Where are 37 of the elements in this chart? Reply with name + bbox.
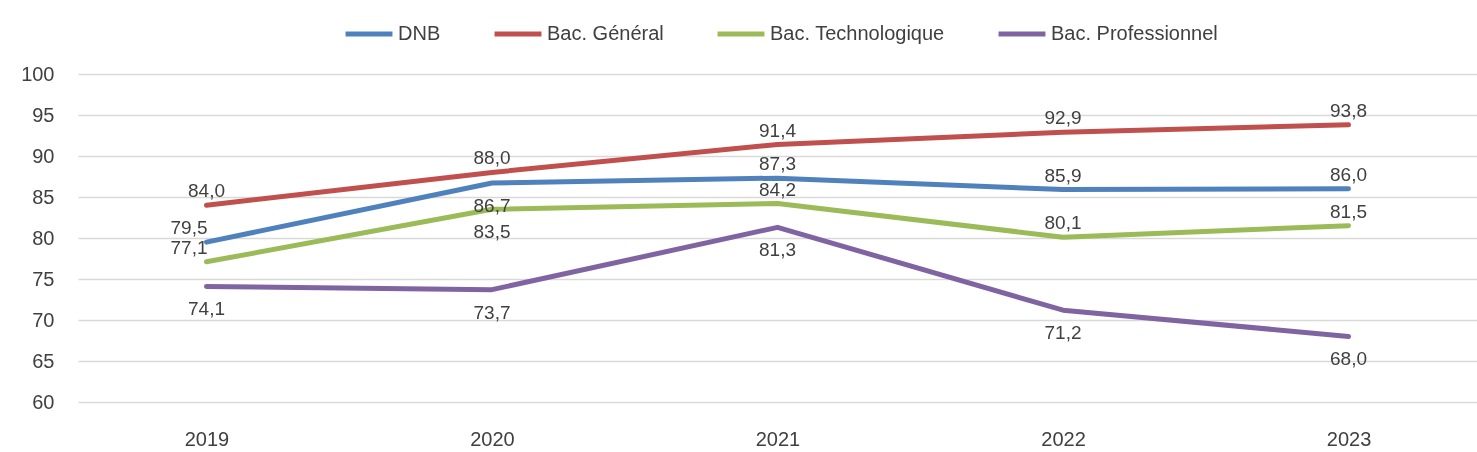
- data-label: 68,0: [1330, 348, 1368, 370]
- y-tick-label: 95: [32, 103, 55, 126]
- data-label: 84,0: [187, 180, 225, 202]
- data-label: 73,7: [473, 301, 511, 323]
- data-label: 81,5: [1330, 200, 1368, 222]
- legend-label: DNB: [398, 22, 441, 44]
- data-label: 86,0: [1330, 163, 1368, 185]
- x-tick-label: 2023: [1326, 427, 1372, 450]
- data-label: 88,0: [473, 147, 511, 169]
- x-tick-label: 2021: [755, 427, 801, 450]
- y-tick-label: 85: [32, 185, 55, 208]
- data-label: 80,1: [1044, 212, 1082, 234]
- x-tick-label: 2019: [184, 427, 230, 450]
- y-tick-label: 60: [32, 390, 55, 413]
- legend-label: Bac. Général: [547, 22, 664, 44]
- legend-label: Bac. Technologique: [770, 22, 945, 44]
- data-label: 84,2: [759, 178, 796, 200]
- y-tick-label: 90: [32, 144, 55, 167]
- x-tick-label: 2020: [470, 427, 515, 450]
- legend-label: Bac. Professionnel: [1051, 22, 1218, 44]
- y-tick-label: 65: [32, 349, 55, 372]
- data-label: 91,4: [759, 119, 797, 141]
- data-label: 85,9: [1044, 164, 1082, 186]
- data-label: 93,8: [1330, 99, 1368, 121]
- y-tick-label: 80: [32, 226, 55, 249]
- data-label: 77,1: [170, 236, 208, 258]
- data-label: 83,5: [473, 221, 511, 243]
- y-tick-label: 100: [21, 62, 55, 85]
- data-label: 92,9: [1044, 107, 1082, 129]
- data-label: 74,1: [187, 298, 225, 320]
- data-label: 87,3: [759, 153, 796, 175]
- data-label: 71,2: [1044, 322, 1082, 344]
- y-tick-label: 75: [32, 267, 55, 290]
- x-tick-label: 2022: [1041, 427, 1086, 450]
- data-label: 81,3: [759, 239, 796, 261]
- data-label: 79,5: [170, 217, 208, 239]
- y-tick-label: 70: [32, 308, 55, 331]
